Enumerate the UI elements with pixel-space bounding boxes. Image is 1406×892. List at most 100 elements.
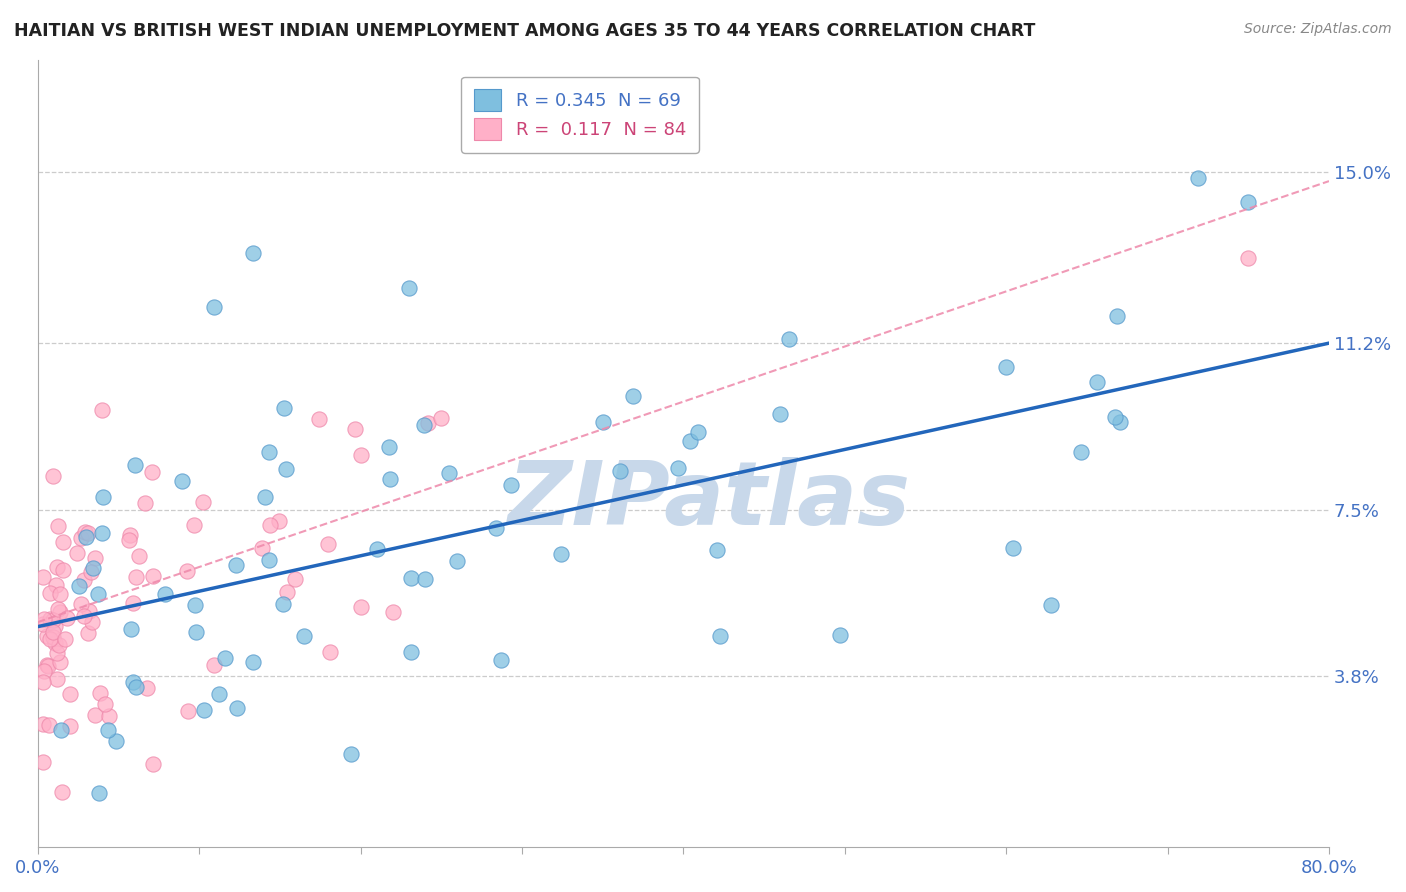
Text: Source: ZipAtlas.com: Source: ZipAtlas.com — [1244, 22, 1392, 37]
Point — [90, 525, 112, 540]
Point — [35, 657, 58, 672]
Point — [45, 646, 67, 660]
Point — [82, 561, 104, 575]
Point — [121, 675, 143, 690]
Point — [75, 525, 97, 540]
Point — [666, 461, 689, 475]
Point — [550, 547, 572, 561]
Point — [37, 629, 59, 643]
Point — [52, 563, 75, 577]
Point — [1002, 541, 1025, 556]
Point — [995, 359, 1018, 374]
Point — [366, 541, 388, 556]
Point — [242, 656, 264, 670]
Point — [316, 537, 339, 551]
Point — [176, 564, 198, 578]
Point — [32, 665, 55, 679]
Point — [350, 599, 373, 614]
Point — [184, 598, 207, 612]
Point — [75, 530, 97, 544]
Point — [53, 632, 76, 647]
Point — [709, 629, 731, 643]
Point — [292, 629, 315, 643]
Point — [378, 472, 401, 486]
Point — [125, 570, 148, 584]
Point — [42, 630, 65, 644]
Point — [202, 300, 225, 314]
Point — [134, 496, 156, 510]
Point — [491, 653, 513, 667]
Point — [274, 462, 297, 476]
Point — [77, 604, 100, 618]
Text: HAITIAN VS BRITISH WEST INDIAN UNEMPLOYMENT AMONG AGES 35 TO 44 YEARS CORRELATIO: HAITIAN VS BRITISH WEST INDIAN UNEMPLOYM… — [14, 22, 1035, 40]
Point — [142, 569, 165, 583]
Point — [83, 550, 105, 565]
Point — [446, 554, 468, 568]
Point — [430, 411, 453, 425]
Point — [32, 674, 55, 689]
Point — [1104, 410, 1126, 425]
Point — [87, 587, 110, 601]
Point — [32, 612, 55, 626]
Point — [120, 622, 142, 636]
Point — [49, 656, 72, 670]
Point — [37, 659, 59, 673]
Point — [118, 527, 141, 541]
Point — [1105, 309, 1128, 323]
Point — [415, 572, 437, 586]
Point — [52, 535, 75, 549]
Point — [416, 416, 439, 430]
Point — [242, 246, 264, 260]
Point — [56, 611, 79, 625]
Point — [170, 474, 193, 488]
Point — [592, 415, 614, 429]
Point — [136, 681, 159, 695]
Point — [257, 444, 280, 458]
Point — [686, 425, 709, 439]
Point — [48, 605, 70, 619]
Point — [193, 703, 215, 717]
Point — [73, 573, 96, 587]
Point — [177, 704, 200, 718]
Point — [51, 785, 73, 799]
Point — [257, 552, 280, 566]
Point — [273, 401, 295, 416]
Point — [485, 521, 508, 535]
Point — [830, 628, 852, 642]
Point — [202, 657, 225, 672]
Point — [678, 434, 700, 449]
Point — [343, 422, 366, 436]
Point — [38, 632, 60, 646]
Point — [97, 723, 120, 737]
Point — [1187, 170, 1209, 185]
Point — [706, 543, 728, 558]
Point — [91, 403, 114, 417]
Point — [83, 708, 105, 723]
Point — [399, 571, 422, 585]
Point — [48, 638, 70, 652]
Point — [66, 546, 89, 560]
Point — [267, 514, 290, 528]
Point — [319, 645, 342, 659]
Point — [38, 718, 60, 732]
Point — [42, 469, 65, 483]
Point — [259, 518, 281, 533]
Point — [381, 606, 404, 620]
Point — [46, 518, 69, 533]
Point — [69, 579, 91, 593]
Point — [778, 332, 800, 346]
Point — [252, 541, 274, 556]
Point — [76, 625, 98, 640]
Text: ZIPatlas: ZIPatlas — [508, 458, 911, 544]
Point — [49, 587, 72, 601]
Point — [339, 747, 361, 761]
Point — [44, 635, 66, 649]
Point — [1070, 445, 1092, 459]
Point — [1237, 252, 1260, 266]
Legend: R = 0.345  N = 69, R =  0.117  N = 84: R = 0.345 N = 69, R = 0.117 N = 84 — [461, 77, 699, 153]
Point — [501, 478, 523, 492]
Point — [125, 681, 148, 695]
Point — [118, 533, 141, 547]
Point — [621, 389, 644, 403]
Point — [80, 615, 103, 630]
